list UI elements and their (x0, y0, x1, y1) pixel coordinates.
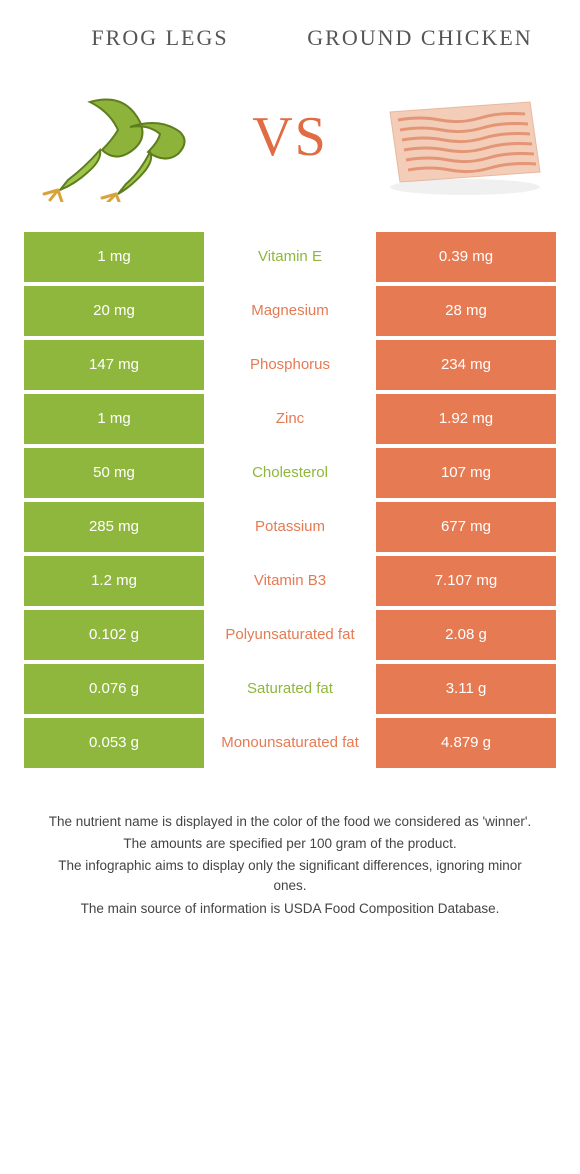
cell-right-value: 234 mg (376, 340, 556, 390)
cell-nutrient-name: Cholesterol (204, 448, 376, 498)
cell-right-value: 7.107 mg (376, 556, 556, 606)
cell-right-value: 4.879 g (376, 718, 556, 768)
cell-right-value: 107 mg (376, 448, 556, 498)
table-row: 0.053 gMonounsaturated fat4.879 g (24, 718, 556, 768)
cell-left-value: 0.053 g (24, 718, 204, 768)
cell-right-value: 28 mg (376, 286, 556, 336)
vs-label: VS (252, 105, 328, 169)
cell-nutrient-name: Potassium (204, 502, 376, 552)
cell-right-value: 3.11 g (376, 664, 556, 714)
table-row: 0.102 gPolyunsaturated fat2.08 g (24, 610, 556, 660)
cell-left-value: 1 mg (24, 394, 204, 444)
cell-nutrient-name: Polyunsaturated fat (204, 610, 376, 660)
cell-left-value: 1 mg (24, 232, 204, 282)
cell-nutrient-name: Phosphorus (204, 340, 376, 390)
footnote-line: The amounts are specified per 100 gram o… (40, 834, 540, 854)
table-row: 147 mgPhosphorus234 mg (24, 340, 556, 390)
table-row: 1 mgVitamin E0.39 mg (24, 232, 556, 282)
cell-nutrient-name: Zinc (204, 394, 376, 444)
cell-left-value: 50 mg (24, 448, 204, 498)
cell-left-value: 147 mg (24, 340, 204, 390)
cell-nutrient-name: Saturated fat (204, 664, 376, 714)
cell-right-value: 0.39 mg (376, 232, 556, 282)
cell-right-value: 1.92 mg (376, 394, 556, 444)
footnote-line: The main source of information is USDA F… (40, 899, 540, 919)
table-row: 285 mgPotassium677 mg (24, 502, 556, 552)
cell-left-value: 20 mg (24, 286, 204, 336)
footnote-line: The infographic aims to display only the… (40, 856, 540, 897)
cell-left-value: 285 mg (24, 502, 204, 552)
cell-left-value: 0.102 g (24, 610, 204, 660)
table-row: 1.2 mgVitamin B37.107 mg (24, 556, 556, 606)
table-row: 50 mgCholesterol107 mg (24, 448, 556, 498)
footnote-line: The nutrient name is displayed in the co… (40, 812, 540, 832)
cell-left-value: 1.2 mg (24, 556, 204, 606)
food-right-image (370, 72, 550, 202)
cell-nutrient-name: Vitamin B3 (204, 556, 376, 606)
table-row: 0.076 gSaturated fat3.11 g (24, 664, 556, 714)
titles-row: Frog legs Ground Chicken (0, 0, 580, 62)
cell-right-value: 2.08 g (376, 610, 556, 660)
hero-row: VS (0, 62, 580, 232)
cell-nutrient-name: Vitamin E (204, 232, 376, 282)
table-row: 1 mgZinc1.92 mg (24, 394, 556, 444)
food-left-image (30, 72, 210, 202)
cell-nutrient-name: Monounsaturated fat (204, 718, 376, 768)
table-row: 20 mgMagnesium28 mg (24, 286, 556, 336)
comparison-table: 1 mgVitamin E0.39 mg20 mgMagnesium28 mg1… (0, 232, 580, 768)
cell-left-value: 0.076 g (24, 664, 204, 714)
footnotes: The nutrient name is displayed in the co… (0, 772, 580, 919)
food-left-title: Frog legs (30, 24, 290, 52)
cell-nutrient-name: Magnesium (204, 286, 376, 336)
cell-right-value: 677 mg (376, 502, 556, 552)
food-right-title: Ground Chicken (290, 24, 550, 52)
